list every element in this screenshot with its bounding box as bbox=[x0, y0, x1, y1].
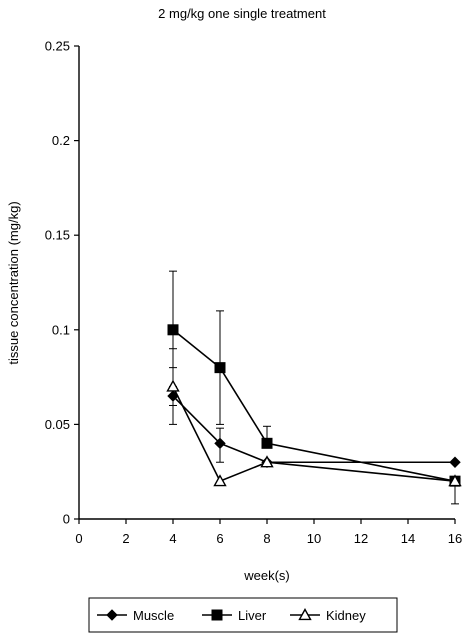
legend-label-kidney: Kidney bbox=[326, 608, 366, 623]
y-tick-label: 0.25 bbox=[45, 39, 70, 54]
series-kidney bbox=[166, 348, 462, 487]
legend-marker-liver bbox=[211, 609, 223, 621]
y-axis-label: tissue concentration (mg/kg) bbox=[6, 201, 21, 364]
y-tick-label: 0.05 bbox=[45, 417, 70, 432]
x-tick-label: 6 bbox=[216, 531, 223, 546]
x-tick-label: 12 bbox=[354, 531, 368, 546]
x-tick-label: 2 bbox=[122, 531, 129, 546]
data-point-liver bbox=[261, 437, 273, 449]
x-tick-label: 14 bbox=[401, 531, 415, 546]
x-tick-label: 4 bbox=[169, 531, 176, 546]
legend-item-liver: Liver bbox=[202, 608, 267, 623]
x-axis-label: week(s) bbox=[243, 568, 290, 583]
legend-item-kidney: Kidney bbox=[290, 608, 366, 623]
y-tick-label: 0.15 bbox=[45, 228, 70, 243]
data-point-kidney bbox=[166, 379, 180, 392]
legend-label-liver: Liver bbox=[238, 608, 267, 623]
legend-label-muscle: Muscle bbox=[133, 608, 174, 623]
x-tick-label: 0 bbox=[75, 531, 82, 546]
data-point-kidney bbox=[448, 474, 462, 487]
legend-marker-muscle bbox=[106, 609, 118, 621]
data-point-muscle bbox=[449, 456, 461, 468]
data-point-muscle bbox=[214, 437, 226, 450]
y-tick-label: 0.2 bbox=[52, 133, 70, 148]
x-tick-label: 16 bbox=[448, 531, 462, 546]
legend-marker-kidney bbox=[298, 608, 312, 621]
legend-box bbox=[88, 597, 398, 633]
y-tick-label: 0 bbox=[63, 512, 70, 527]
chart-title: 2 mg/kg one single treatment bbox=[158, 6, 326, 21]
plot-area: 0 0.05 0.1 0.15 0.2 0.25 0 2 4 6 8 10 12 14 16 bbox=[45, 39, 463, 547]
legend-item-muscle: Muscle bbox=[97, 608, 174, 623]
data-point-liver bbox=[167, 324, 179, 336]
x-tick-label: 8 bbox=[263, 531, 270, 546]
data-point-kidney bbox=[213, 474, 227, 487]
series-line-kidney bbox=[172, 386, 456, 483]
x-tick-label: 10 bbox=[307, 531, 321, 546]
y-tick-label: 0.1 bbox=[52, 322, 70, 337]
series-liver bbox=[167, 270, 461, 505]
series-line-liver bbox=[172, 329, 456, 482]
data-point-kidney bbox=[260, 455, 274, 468]
legend: Muscle Liver Kidney bbox=[88, 597, 398, 633]
data-point-liver bbox=[214, 362, 226, 374]
